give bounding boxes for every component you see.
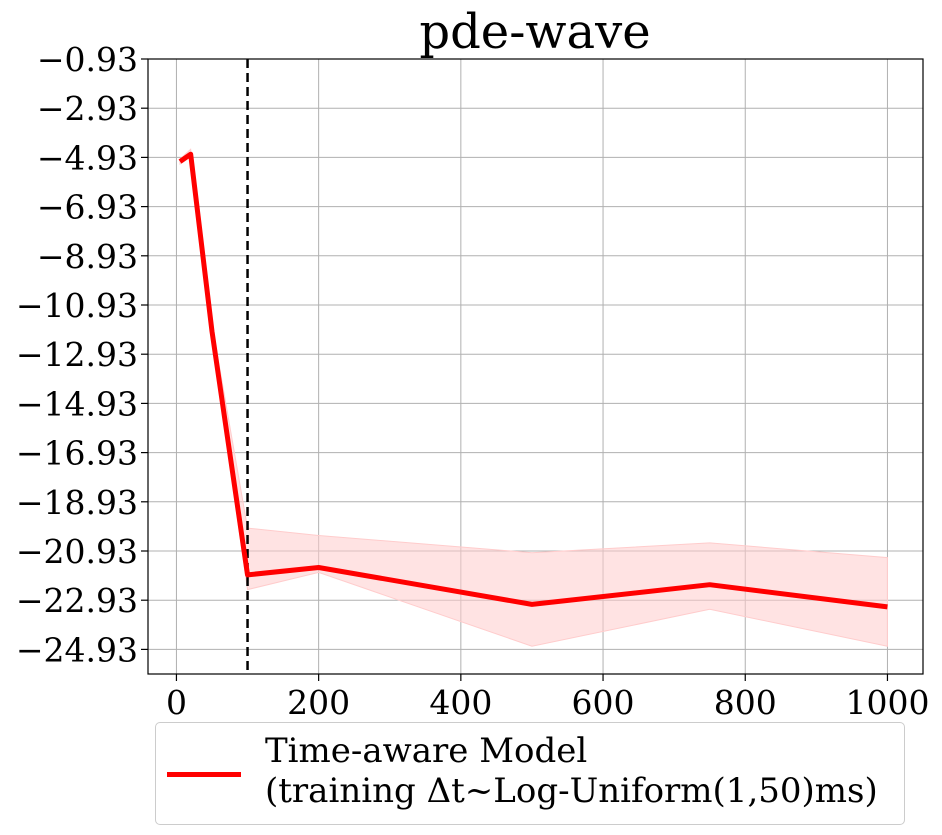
x-tick-label: 1000 [845, 683, 929, 722]
y-tick-label: −14.93 [16, 384, 138, 423]
x-tick-label: 800 [714, 683, 777, 722]
legend-label-line1: Time-aware Model [265, 731, 588, 771]
chart-title: pde-wave [419, 4, 650, 60]
x-tick-label: 0 [166, 683, 187, 722]
legend-label-line2: (training Δt~Log-Uniform(1,50)ms) [265, 771, 878, 811]
y-tick-label: −24.93 [16, 630, 138, 669]
y-tick-label: −12.93 [16, 335, 138, 374]
x-tick-label: 200 [287, 683, 350, 722]
y-tick-label: −18.93 [16, 483, 138, 522]
y-tick-label: −8.93 [37, 237, 138, 276]
legend-label: Time-aware Model (training Δt~Log-Unifor… [265, 731, 878, 811]
y-tick-label: −16.93 [16, 434, 138, 473]
y-tick-label: −4.93 [37, 138, 138, 177]
legend-line-swatch [167, 772, 241, 777]
y-tick-label: −6.93 [37, 188, 138, 227]
y-tick-label: −10.93 [16, 286, 138, 325]
y-tick-label: −2.93 [37, 89, 138, 128]
x-tick-label: 400 [429, 683, 492, 722]
series-lines [178, 151, 888, 610]
y-tick-label: −0.93 [37, 40, 138, 79]
y-axis-ticks: −0.93 −2.93 −4.93 −6.93 −8.93 −10.93 −12.93 −14… [16, 40, 148, 669]
series-line [178, 151, 888, 610]
plot-frame [147, 58, 924, 675]
x-axis-ticks: 0 200 400 600 800 1000 [166, 674, 929, 722]
y-tick-label: −22.93 [16, 581, 138, 620]
legend: Time-aware Model (training Δt~Log-Unifor… [155, 722, 905, 825]
y-tick-label: −20.93 [16, 532, 138, 571]
x-tick-label: 600 [572, 683, 635, 722]
